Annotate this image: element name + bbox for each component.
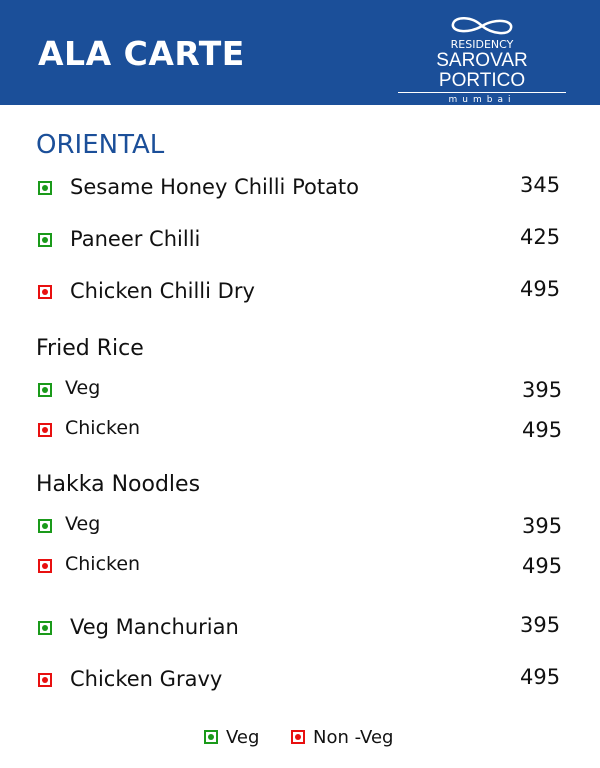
non-veg-icon <box>38 559 52 573</box>
non-veg-icon <box>38 673 52 687</box>
non-veg-icon <box>38 423 52 437</box>
legend-veg-icon <box>204 730 218 744</box>
section-title: ORIENTAL <box>36 130 165 160</box>
subsection-title: Fried Rice <box>36 336 144 361</box>
non-veg-icon <box>38 285 52 299</box>
menu-item-price: 495 <box>522 418 563 442</box>
veg-icon <box>38 233 52 247</box>
hotel-logo: RESIDENCY SAROVAR PORTICO mumbai <box>398 14 566 105</box>
legend-non-veg-icon <box>291 730 305 744</box>
menu-item-name: Chicken <box>65 553 141 575</box>
veg-icon <box>38 383 52 397</box>
menu-item-price: 395 <box>522 514 563 538</box>
subsection-title: Hakka Noodles <box>36 472 201 497</box>
legend-veg-label: Veg <box>226 727 260 748</box>
menu-item-name: Paneer Chilli <box>70 227 201 251</box>
menu-item-name: Chicken <box>65 417 141 439</box>
header: ALA CARTE RESIDENCY SAROVAR PORTICO mumb… <box>0 0 600 105</box>
menu-item-price: 395 <box>520 613 561 637</box>
menu-item-name: Veg <box>65 377 101 399</box>
veg-icon <box>38 181 52 195</box>
menu-item-price: 395 <box>522 378 563 402</box>
logo-brand: SAROVAR PORTICO <box>398 51 566 93</box>
menu-item-price: 425 <box>520 225 561 249</box>
veg-icon <box>38 621 52 635</box>
menu-item-name: Veg <box>65 513 101 535</box>
menu-item-price: 345 <box>520 173 561 197</box>
menu-item-name: Chicken Chilli Dry <box>70 279 255 303</box>
infinity-logo-icon <box>451 17 513 35</box>
menu-item-name: Sesame Honey Chilli Potato <box>70 175 360 199</box>
menu-item-name: Veg Manchurian <box>70 615 239 639</box>
logo-residency: RESIDENCY <box>450 38 514 51</box>
menu-item-price: 495 <box>520 277 561 301</box>
menu-item-name: Chicken Gravy <box>70 667 223 691</box>
logo-city: mumbai <box>448 95 516 105</box>
menu-item-price: 495 <box>522 554 563 578</box>
legend-non-veg-label: Non -Veg <box>313 727 394 748</box>
page-title: ALA CARTE <box>38 34 245 73</box>
menu-item-price: 495 <box>520 665 561 689</box>
veg-icon <box>38 519 52 533</box>
